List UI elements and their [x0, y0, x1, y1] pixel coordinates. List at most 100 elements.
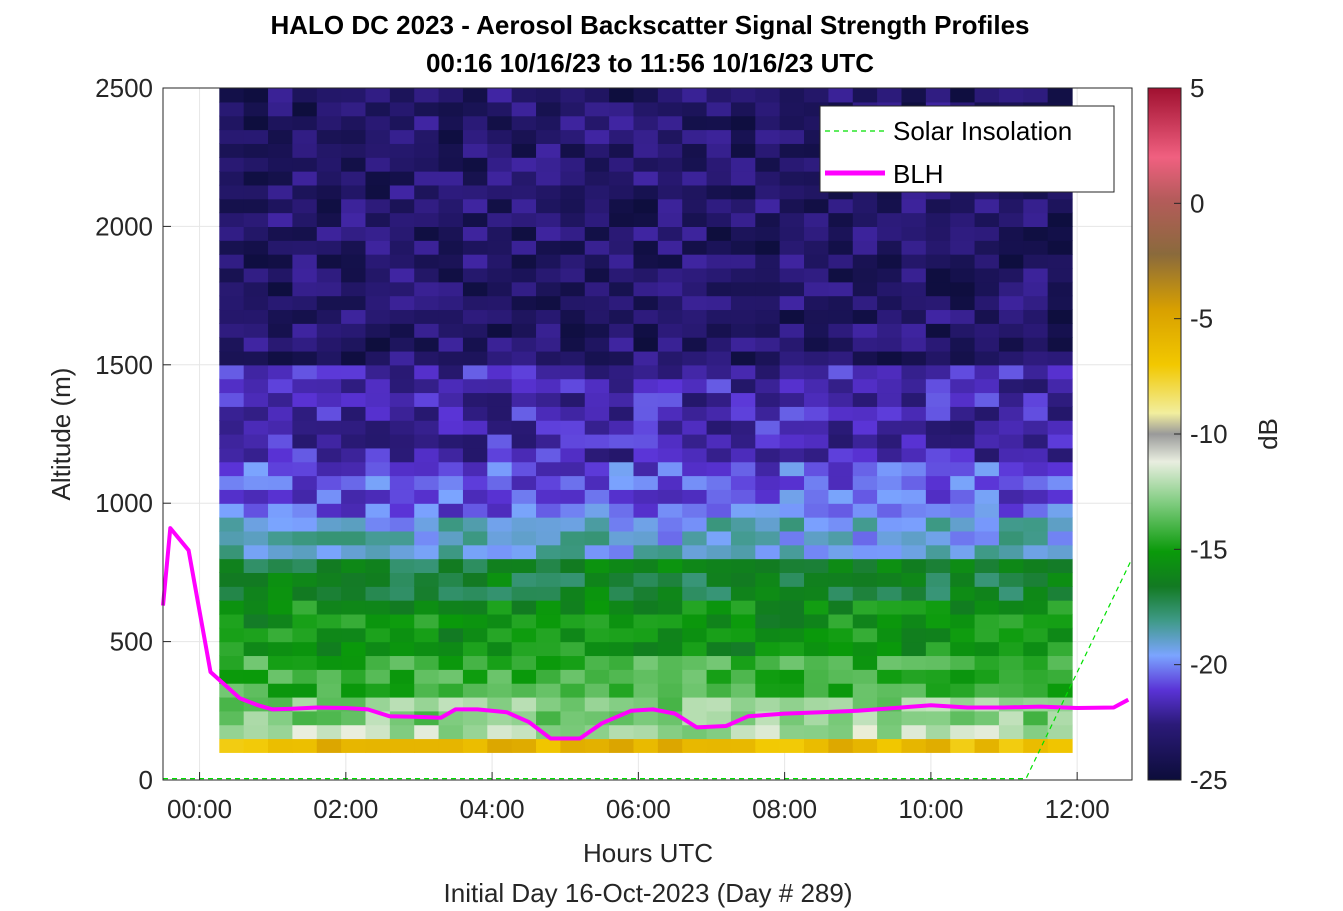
heatmap-cell-741 [584, 447, 610, 463]
heatmap-cell-1633 [1047, 724, 1073, 740]
heatmap-cell-104 [268, 627, 293, 643]
heatmap-cell-471 [438, 198, 464, 214]
heatmap-cell-1551 [998, 530, 1024, 546]
heatmap-cell-266 [341, 378, 367, 394]
heatmap-cell-657 [536, 281, 561, 297]
heatmap-cell-1466 [950, 378, 976, 394]
heatmap-cell-1380 [901, 240, 927, 255]
heatmap-cell-22 [219, 434, 245, 449]
heatmap-cell-1104 [779, 738, 805, 753]
heatmap-cell-1550 [998, 544, 1024, 560]
heatmap-cell-1274 [852, 378, 878, 394]
heatmap-cell-73 [243, 392, 269, 407]
heatmap-cell-1520 [974, 295, 1000, 311]
blh-line [161, 526, 1130, 741]
x-tick-label-4: 08:00 [752, 794, 817, 824]
heatmap-cell-846 [633, 323, 659, 338]
heatmap-cell-1027 [730, 475, 756, 490]
heatmap-cell-507 [462, 364, 488, 380]
heatmap-cell-893 [657, 337, 683, 352]
heatmap-cell-131 [268, 254, 293, 269]
heatmap-cell-211 [316, 475, 342, 490]
heatmap-cell-1272 [852, 406, 878, 421]
heatmap-cell-445 [438, 558, 464, 573]
heatmap-cell-450 [438, 489, 464, 504]
heatmap-cell-1220 [828, 461, 854, 477]
heatmap-cell-1561 [998, 392, 1024, 407]
heatmap-cell-999 [706, 198, 732, 214]
heatmap-cell-1071 [755, 530, 781, 546]
heatmap-cell-200 [316, 627, 342, 643]
heatmap-cell-1277 [852, 337, 878, 352]
heatmap-cell-156 [292, 572, 318, 587]
heatmap-cell-317 [365, 337, 391, 352]
heatmap-cell-227 [316, 254, 342, 269]
heatmap-cell-220 [316, 350, 342, 366]
heatmap-cell-716 [560, 129, 586, 144]
heatmap-cell-1455 [950, 530, 976, 546]
heatmap-cell-1613 [1023, 337, 1049, 352]
heatmap-cell-701 [560, 337, 586, 352]
heatmap-cell-625 [536, 724, 561, 740]
heatmap-cell-628 [536, 683, 561, 698]
heatmap-cell-1162 [804, 600, 829, 615]
heatmap-cell-1256 [852, 627, 878, 643]
heatmap-cell-794 [609, 378, 635, 394]
heatmap-cell-1167 [804, 530, 829, 546]
heatmap-cell-813 [609, 115, 635, 131]
heatmap-cell-782 [609, 544, 635, 560]
heatmap-cell-947 [682, 254, 708, 269]
heatmap-cell-781 [609, 558, 635, 573]
heatmap-cell-301 [365, 558, 391, 573]
heatmap-cell-1663 [1047, 309, 1073, 324]
heatmap-cell-504 [462, 406, 488, 421]
heatmap-cell-63 [243, 530, 269, 546]
heatmap-cell-873 [657, 613, 683, 629]
heatmap-cell-210 [316, 489, 342, 504]
heatmap-cell-533 [487, 669, 513, 684]
heatmap-cell-582 [511, 655, 537, 670]
heatmap-cell-1118 [779, 544, 805, 560]
heatmap-cell-972 [706, 572, 732, 587]
heatmap-cell-929 [682, 503, 708, 518]
heatmap-cell-810 [609, 157, 635, 172]
heatmap-cell-924 [682, 572, 708, 587]
heatmap-cell-318 [365, 323, 391, 338]
heatmap-cell-355 [389, 475, 415, 490]
heatmap-cell-1607 [1023, 420, 1049, 435]
heatmap-cell-1616 [1023, 295, 1049, 311]
heatmap-cell-1085 [755, 337, 781, 352]
heatmap-cell-342 [389, 655, 415, 670]
heatmap-cell-1060 [755, 683, 781, 698]
heatmap-cell-1469 [950, 337, 976, 352]
heatmap-cell-1028 [730, 461, 756, 477]
heatmap-cell-372 [389, 240, 415, 255]
heatmap-cell-797 [609, 337, 635, 352]
heatmap-cell-591 [511, 530, 537, 546]
heatmap-cell-529 [487, 724, 513, 740]
heatmap-cell-306 [365, 489, 391, 504]
heatmap-cell-141 [268, 115, 293, 131]
heatmap-cell-1457 [950, 503, 976, 518]
backscatter-heatmap [219, 88, 1073, 753]
heatmap-cell-223 [316, 309, 342, 324]
x-tick-label-1: 02:00 [313, 794, 378, 824]
heatmap-cell-38 [219, 212, 245, 227]
heatmap-cell-760 [584, 184, 610, 200]
heatmap-cell-466 [438, 267, 464, 283]
heatmap-cell-723 [584, 696, 610, 712]
heatmap-cell-1413 [925, 447, 951, 463]
heatmap-cell-731 [584, 586, 610, 601]
heatmap-cell-383 [389, 88, 415, 103]
heatmap-cell-1303 [877, 641, 903, 657]
heatmap-cell-761 [584, 171, 610, 186]
heatmap-cell-1258 [852, 600, 878, 615]
heatmap-cell-730 [584, 600, 610, 615]
heatmap-cell-1239 [828, 198, 854, 214]
heatmap-cell-1476 [950, 240, 976, 255]
heatmap-cell-733 [584, 558, 610, 573]
heatmap-cell-744 [584, 406, 610, 421]
heatmap-cell-910 [657, 101, 683, 117]
heatmap-cell-299 [365, 586, 391, 601]
heatmap-cell-333 [365, 115, 391, 131]
